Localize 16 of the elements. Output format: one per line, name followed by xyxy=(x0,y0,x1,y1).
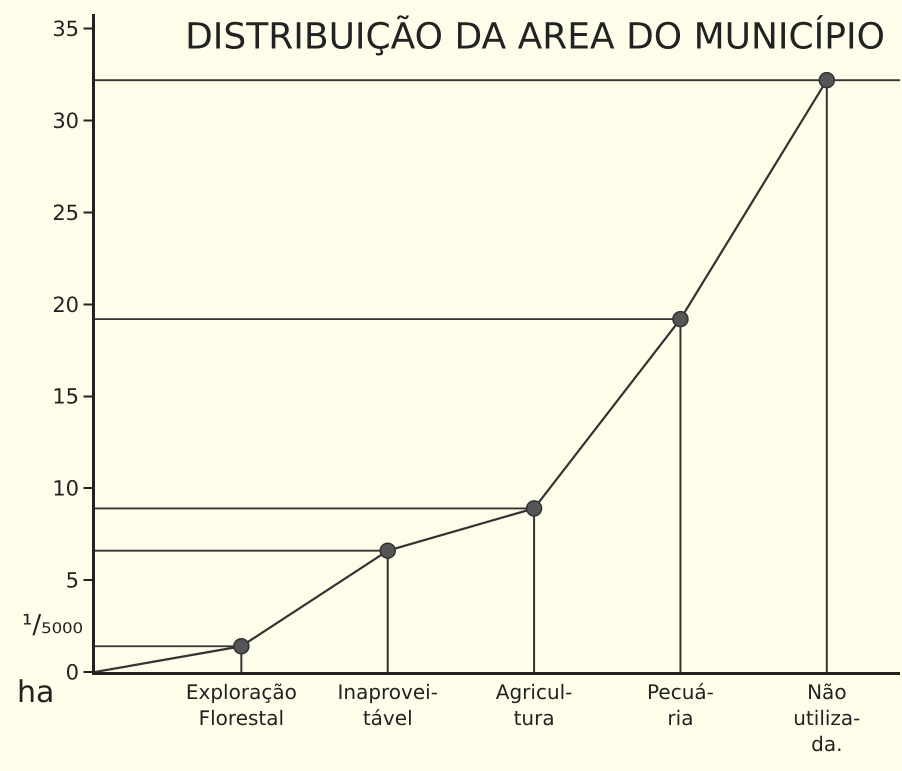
y-tick-label: 10 xyxy=(52,476,80,501)
chart-title: DISTRIBUIÇÃO DA AREA DO MUNICÍPIO xyxy=(185,14,885,58)
x-tick-label: Exploração Florestal xyxy=(186,680,297,730)
y-tick-label: 30 xyxy=(52,108,80,133)
x-tick-label: Agricul- tura xyxy=(496,680,572,730)
y-tick-label: 35 xyxy=(52,17,80,42)
x-tick-label: Pecuá- ria xyxy=(647,680,714,730)
y-axis-title: ¹/₅₀₀₀ xyxy=(22,610,83,640)
y-tick-label: 0 xyxy=(66,660,80,684)
text: ha xyxy=(17,675,54,710)
y-tick-label: 25 xyxy=(52,200,80,225)
y-tick-label: 20 xyxy=(52,292,80,317)
x-tick-label: Não utiliza- da. xyxy=(793,680,860,756)
y-tick-label: 5 xyxy=(66,568,80,592)
x-tick-label: Inaprovei- tável xyxy=(337,680,438,730)
y-tick-label: 15 xyxy=(52,384,80,409)
